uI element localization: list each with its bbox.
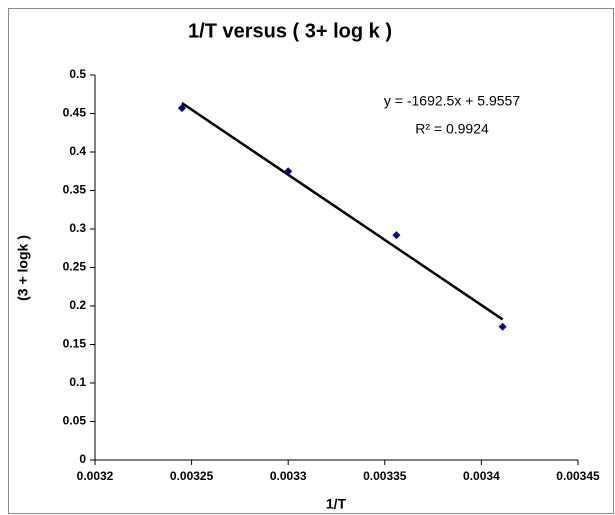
chart-border: [8, 8, 614, 514]
y-tick-label: 0.05: [63, 414, 87, 428]
x-tick-label: 0.00335: [363, 469, 407, 483]
y-tick-label: 0.3: [69, 221, 86, 235]
x-tick-label: 0.0034: [463, 469, 500, 483]
y-tick-label: 0.35: [63, 183, 87, 197]
trendline: [181, 102, 504, 321]
r-squared: R² = 0.9924: [415, 121, 489, 137]
data-point: [284, 167, 293, 176]
x-tick-label: 0.00345: [556, 469, 600, 483]
data-point: [392, 231, 401, 240]
y-tick-label: 0.25: [63, 260, 87, 274]
x-tick-label: 0.0032: [77, 469, 114, 483]
x-axis-label: 1/T: [326, 496, 347, 512]
y-tick-label: 0: [79, 452, 86, 466]
y-tick-label: 0.1: [69, 375, 86, 389]
x-tick-label: 0.00325: [170, 469, 214, 483]
y-tick-label: 0.2: [69, 298, 86, 312]
y-tick-label: 0.45: [63, 106, 87, 120]
y-tick-label: 0.15: [63, 337, 87, 351]
chart-title: 1/T versus ( 3+ log k ): [188, 20, 392, 42]
y-tick-label: 0.5: [69, 67, 86, 81]
trendline-equation: y = -1692.5x + 5.9557: [384, 93, 520, 109]
x-tick-label: 0.0033: [270, 469, 307, 483]
data-point: [498, 322, 507, 331]
data-point: [177, 104, 186, 113]
y-axis-label: (3 + logk ): [15, 235, 31, 301]
y-tick-label: 0.4: [69, 144, 86, 158]
